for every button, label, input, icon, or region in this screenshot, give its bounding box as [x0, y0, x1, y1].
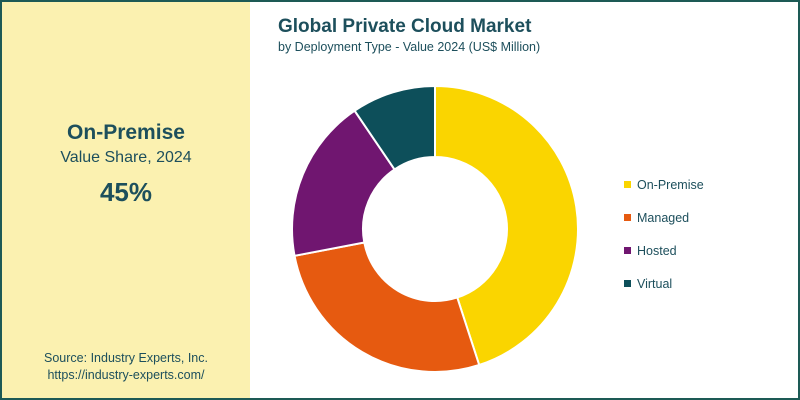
source-link[interactable]: https://industry-experts.com/	[47, 368, 205, 382]
chart-legend: On-Premise Managed Hosted Virtual	[624, 168, 704, 300]
highlight-segment-name: On-Premise	[67, 121, 185, 144]
legend-label: Virtual	[637, 276, 673, 291]
legend-item-managed[interactable]: Managed	[624, 201, 704, 234]
legend-label: On-Premise	[637, 177, 704, 192]
highlight-block: On-Premise Value Share, 2024 45%	[2, 120, 250, 208]
slice-managed[interactable]	[293, 241, 481, 373]
chart-title: Global Private Cloud Market	[278, 16, 532, 37]
legend-item-virtual[interactable]: Virtual	[624, 267, 704, 300]
highlight-value: 45%	[99, 177, 153, 207]
highlight-panel: On-Premise Value Share, 2024 45% Source:…	[2, 2, 250, 398]
legend-swatch	[624, 214, 631, 221]
legend-swatch	[624, 181, 631, 188]
donut-chart	[291, 84, 579, 373]
highlight-label: Value Share, 2024	[60, 149, 192, 166]
legend-label: Hosted	[637, 243, 677, 258]
legend-item-hosted[interactable]: Hosted	[624, 234, 704, 267]
legend-swatch	[624, 280, 631, 287]
legend-item-on-premise[interactable]: On-Premise	[624, 168, 704, 201]
legend-label: Managed	[637, 210, 690, 225]
slice-on-premise[interactable]	[434, 84, 579, 367]
legend-swatch	[624, 247, 631, 254]
slice-hosted[interactable]	[291, 109, 396, 257]
source-block: Source: Industry Experts, Inc. https://i…	[2, 350, 250, 384]
slice-virtual[interactable]	[353, 84, 436, 171]
chart-subtitle: by Deployment Type - Value 2024 (US$ Mil…	[278, 40, 541, 54]
source-text: Source: Industry Experts, Inc.	[44, 351, 208, 365]
